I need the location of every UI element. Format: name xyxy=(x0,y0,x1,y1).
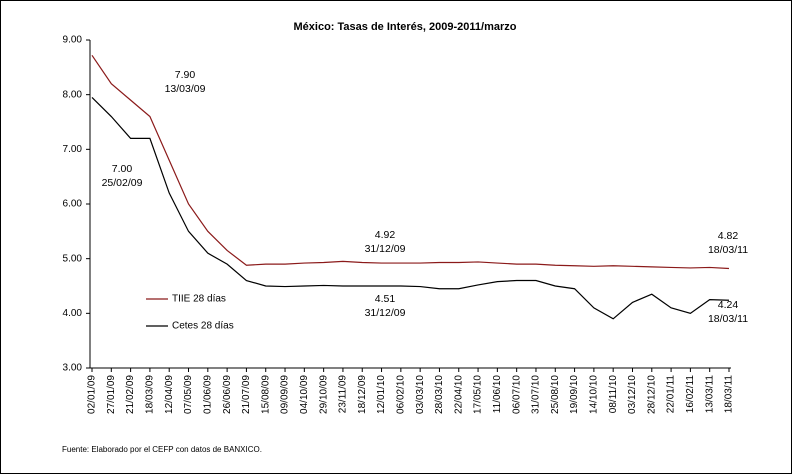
x-tick-label: 18/03/09 xyxy=(145,375,156,414)
x-tick-label: 13/03/11 xyxy=(704,375,715,414)
x-tick-label: 19/09/10 xyxy=(569,375,580,414)
annotation-date: 13/03/09 xyxy=(165,83,206,95)
x-tick-label: 15/08/09 xyxy=(260,375,271,414)
x-tick-label: 31/07/10 xyxy=(531,375,542,414)
y-tick-label: 7.00 xyxy=(63,144,83,155)
y-tick-label: 3.00 xyxy=(63,363,83,374)
x-tick-label: 03/03/10 xyxy=(415,375,426,414)
annotation-value: 7.00 xyxy=(112,163,133,175)
annotation-value: 4.51 xyxy=(375,293,396,305)
x-tick-label: 02/01/09 xyxy=(87,375,98,414)
y-tick-label: 9.00 xyxy=(63,35,83,46)
annotation-value: 7.90 xyxy=(175,69,196,81)
x-tick-label: 23/11/09 xyxy=(338,375,349,414)
x-tick-label: 17/05/10 xyxy=(473,375,484,414)
annotation-date: 31/12/09 xyxy=(365,243,406,255)
annotation-value: 4.92 xyxy=(375,229,396,241)
x-tick-label: 06/07/10 xyxy=(511,375,522,414)
annotation-date: 18/03/11 xyxy=(708,244,748,256)
series-line xyxy=(91,54,730,270)
annotation-value: 4.24 xyxy=(718,299,739,311)
x-tick-label: 22/01/11 xyxy=(666,375,677,414)
series-line xyxy=(91,96,730,320)
annotation-date: 18/03/11 xyxy=(708,313,748,325)
annotation-date: 31/12/09 xyxy=(365,307,406,319)
x-tick-label: 18/03/11 xyxy=(724,375,735,414)
x-tick-label: 12/01/10 xyxy=(376,375,387,414)
x-tick-label: 08/11/10 xyxy=(608,375,619,414)
x-tick-label: 26/06/09 xyxy=(222,375,233,414)
y-tick-label: 4.00 xyxy=(63,308,83,319)
y-tick-label: 5.00 xyxy=(63,253,83,264)
source-note: Fuente: Elaborado por el CEFP con datos … xyxy=(62,445,262,454)
x-tick-label: 01/06/09 xyxy=(202,375,213,414)
x-tick-label: 27/01/09 xyxy=(106,375,117,414)
x-tick-label: 09/09/09 xyxy=(280,375,291,414)
x-tick-label: 18/12/09 xyxy=(357,375,368,414)
x-tick-label: 12/04/09 xyxy=(164,375,175,414)
x-tick-label: 04/10/09 xyxy=(299,375,310,414)
y-tick-label: 6.00 xyxy=(63,199,83,210)
x-tick-label: 28/12/10 xyxy=(646,375,657,414)
x-tick-label: 06/02/10 xyxy=(395,375,406,414)
x-tick-label: 21/02/09 xyxy=(125,375,136,414)
x-tick-label: 28/03/10 xyxy=(434,375,445,414)
annotation-date: 25/02/09 xyxy=(102,177,143,189)
x-tick-label: 22/04/10 xyxy=(453,375,464,414)
x-tick-label: 11/06/10 xyxy=(492,375,503,414)
legend-label: TIIE 28 días xyxy=(172,294,226,305)
y-tick-label: 8.00 xyxy=(63,89,83,100)
x-tick-label: 29/10/09 xyxy=(318,375,329,414)
legend-label: Cetes 28 días xyxy=(172,321,234,332)
annotation-value: 4.82 xyxy=(718,230,739,242)
x-tick-label: 14/10/10 xyxy=(589,375,600,414)
x-tick-label: 03/12/10 xyxy=(627,375,638,414)
x-tick-label: 16/02/11 xyxy=(685,375,696,414)
x-tick-label: 25/08/10 xyxy=(550,375,561,414)
x-tick-label: 07/05/09 xyxy=(183,375,194,414)
chart-title: México: Tasas de Interés, 2009-2011/marz… xyxy=(294,21,517,33)
x-tick-label: 21/07/09 xyxy=(241,375,252,414)
